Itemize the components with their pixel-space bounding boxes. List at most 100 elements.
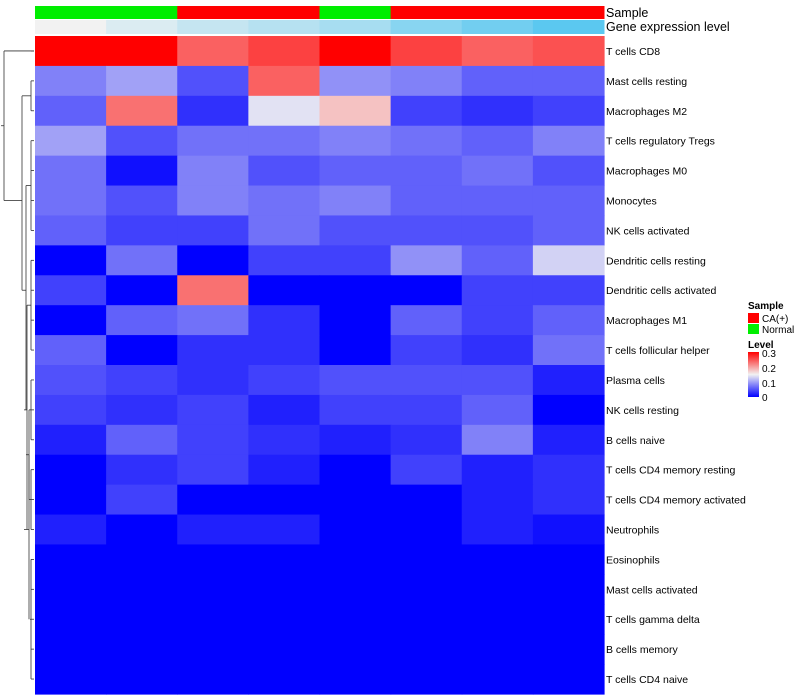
heatmap-cell	[461, 65, 534, 97]
heatmap-cell	[248, 245, 321, 276]
heatmap-cell	[106, 604, 178, 635]
heatmap-cell	[461, 185, 534, 217]
gene-expression-annotation-cell	[390, 20, 463, 34]
heatmap-cell	[248, 335, 321, 366]
heatmap-cell	[390, 574, 463, 605]
heatmap-cell	[319, 215, 392, 246]
legend: Sample CA(+) Normal Level 0.3 0.2 0.1 0	[748, 301, 794, 404]
heatmap-cell	[177, 95, 249, 127]
legend-tick-0.1: 0.1	[762, 379, 776, 390]
sample-annotation-label: Sample	[606, 6, 648, 20]
heatmap-cell	[532, 424, 605, 456]
heatmap-cell	[106, 275, 178, 306]
heatmap-cell	[390, 36, 463, 67]
heatmap-cell	[248, 125, 321, 157]
heatmap-cell	[461, 305, 534, 336]
heatmap-cell	[319, 125, 392, 157]
legend-swatch-ca	[748, 313, 759, 323]
heatmap-cell	[319, 155, 392, 187]
heatmap-cell	[461, 484, 534, 516]
sample-annotation-cell	[319, 6, 392, 19]
row-dendrogram	[1, 50, 34, 680]
heatmap-cell	[532, 125, 605, 157]
gene-expression-annotation-cell	[319, 20, 392, 34]
heatmap-cell	[177, 155, 249, 187]
row-label: Dendritic cells resting	[606, 255, 706, 267]
row-label: Macrophages M2	[606, 106, 687, 118]
row-label: Mast cells activated	[606, 584, 698, 596]
heatmap-cell	[35, 215, 107, 246]
heatmap-cell	[390, 305, 463, 336]
heatmap-cell	[390, 454, 463, 486]
row-label: B cells naive	[606, 435, 665, 447]
heatmap-cell	[319, 424, 392, 456]
heatmap-cell	[532, 514, 605, 546]
heatmap-cell	[106, 394, 178, 426]
heatmap-cell	[35, 36, 107, 67]
heatmap-cell	[532, 604, 605, 635]
heatmap-cell	[319, 604, 392, 635]
heatmap-cell	[106, 36, 178, 67]
heatmap-cell	[390, 185, 463, 217]
row-label: T cells regulatory Tregs	[606, 136, 715, 148]
heatmap-cell	[177, 36, 249, 67]
heatmap-cell	[461, 125, 534, 157]
row-label: Plasma cells	[606, 375, 665, 387]
heatmap-cell	[248, 664, 321, 695]
heatmap-cell	[532, 454, 605, 486]
row-label: Macrophages M1	[606, 315, 687, 327]
heatmap-cell	[532, 634, 605, 665]
heatmap-cell	[248, 514, 321, 546]
heatmap-cell	[248, 454, 321, 486]
sample-annotation-cell	[532, 6, 605, 19]
heatmap-cell	[248, 95, 321, 127]
heatmap-cell	[177, 544, 249, 575]
heatmap-cell	[532, 36, 605, 67]
heatmap-cell	[35, 394, 107, 426]
heatmap-cell	[177, 245, 249, 276]
heatmap-cell	[35, 544, 107, 575]
heatmap-cell	[35, 454, 107, 486]
heatmap-cell	[532, 484, 605, 516]
heatmap-cell	[532, 305, 605, 336]
heatmap-cell	[461, 215, 534, 246]
heatmap-cell	[319, 365, 392, 396]
heatmap-cell	[461, 275, 534, 306]
heatmap-cell	[319, 245, 392, 276]
heatmap-cell	[248, 65, 321, 97]
row-labels: T cells CD8 Mast cells resting Macrophages…	[606, 46, 746, 686]
heatmap-cell	[177, 454, 249, 486]
heatmap-cell	[248, 36, 321, 67]
heatmap-cell	[248, 275, 321, 306]
heatmap-cell	[106, 574, 178, 605]
gene-expression-annotation-cell	[177, 20, 249, 34]
row-label: T cells CD4 naive	[606, 674, 688, 686]
heatmap-cell	[248, 215, 321, 246]
heatmap-cell	[106, 454, 178, 486]
heatmap-cell	[177, 185, 249, 217]
heatmap-cell	[319, 335, 392, 366]
legend-tick-0: 0	[762, 393, 768, 404]
row-label: NK cells activated	[606, 225, 690, 237]
gene-expression-annotation-bar	[35, 20, 605, 34]
heatmap-cells	[35, 36, 605, 695]
row-label: B cells memory	[606, 644, 679, 656]
heatmap-cell	[248, 604, 321, 635]
heatmap-cell	[390, 65, 463, 97]
heatmap-cell	[532, 95, 605, 127]
heatmap-cell	[248, 305, 321, 336]
heatmap-cell	[532, 544, 605, 575]
heatmap-cell	[35, 424, 107, 456]
heatmap-cell	[248, 574, 321, 605]
heatmap-cell	[106, 95, 178, 127]
row-label: T cells CD8	[606, 46, 660, 58]
heatmap-cell	[532, 155, 605, 187]
heatmap-cell	[35, 574, 107, 605]
heatmap-cell	[390, 544, 463, 575]
heatmap-cell	[177, 484, 249, 516]
heatmap-cell	[390, 394, 463, 426]
sample-annotation-cell	[177, 6, 249, 19]
heatmap-cell	[177, 634, 249, 665]
heatmap-cell	[106, 125, 178, 157]
